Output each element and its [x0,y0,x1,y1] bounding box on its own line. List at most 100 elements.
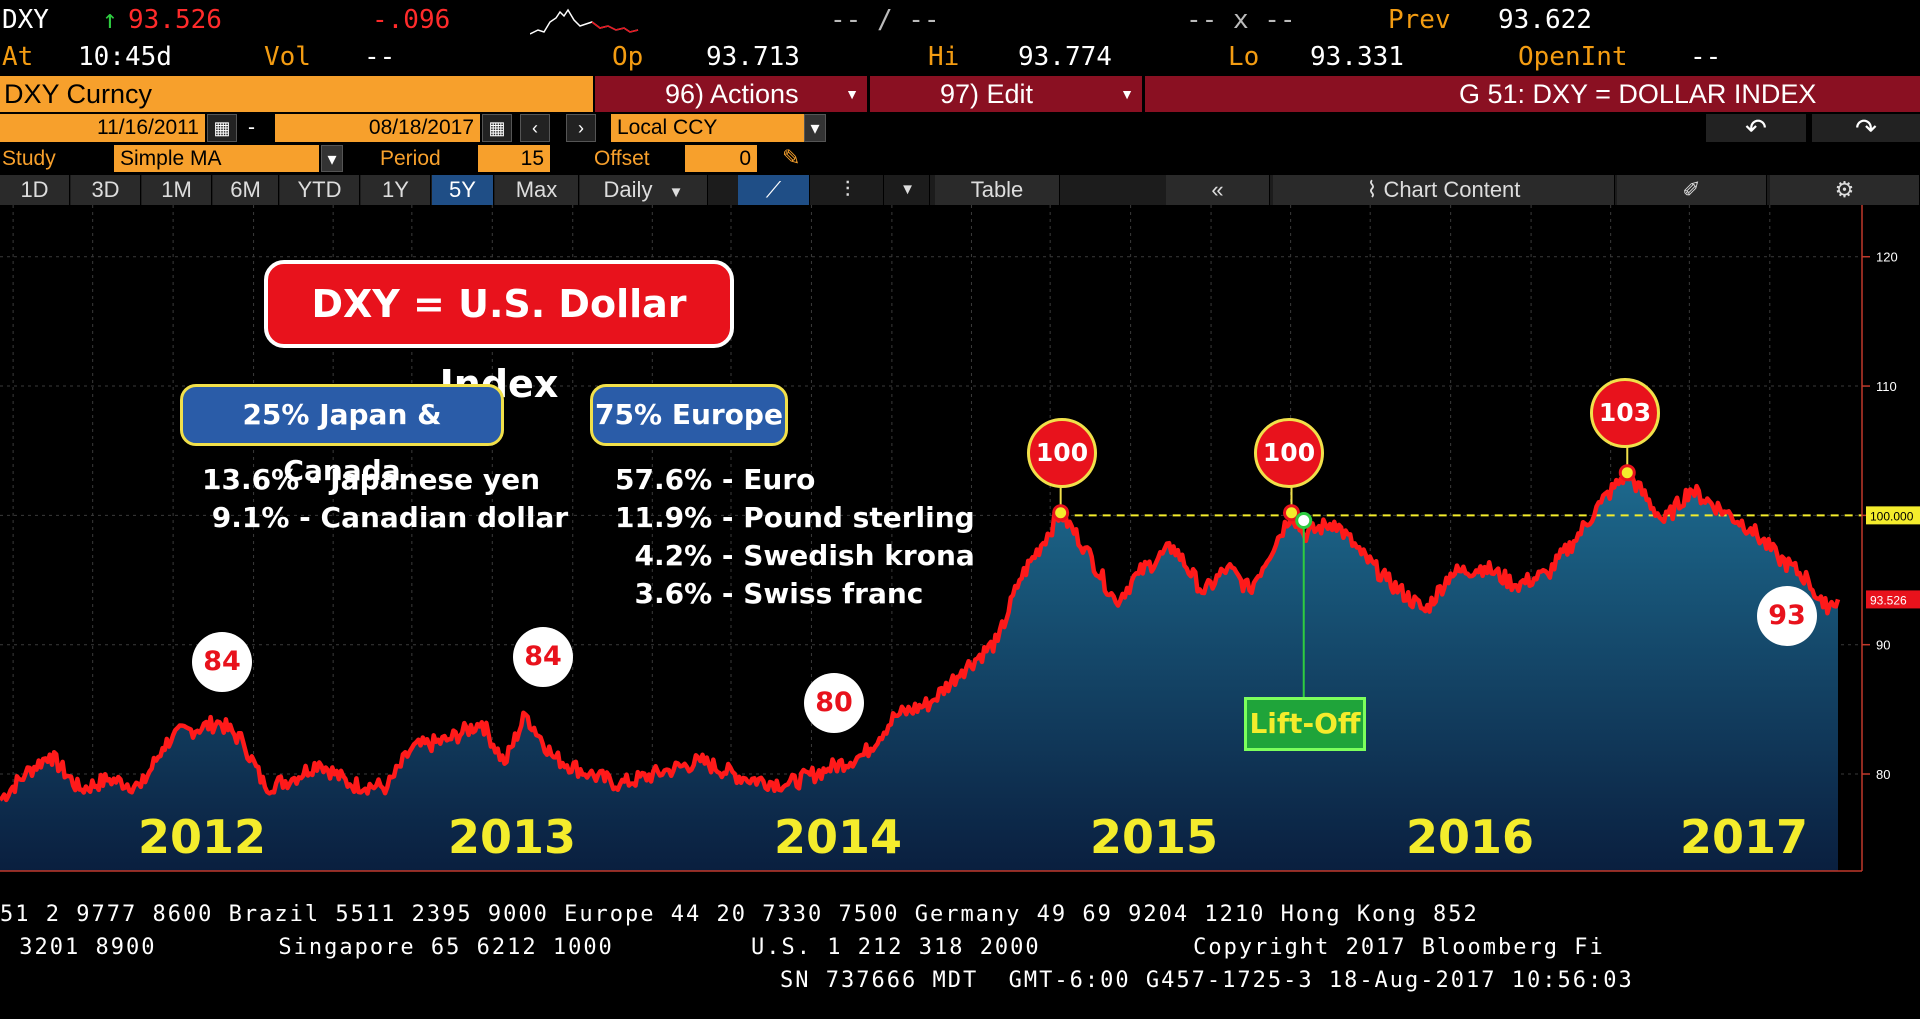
component-gbp: 11.9% - Pound sterling [615,501,975,534]
last-value-flag: 93.526 [1870,593,1907,607]
year-label-2017: 2017 [1680,810,1809,864]
title-bar: DXY Curncy 96) Actions ▼ 97) Edit ▼ G 51… [0,76,1920,112]
y-tick-label: 110 [1876,379,1897,394]
range-5y[interactable]: 5Y [432,175,494,205]
last-value-flag-bg [1866,590,1920,609]
size: -- x -- [1186,5,1296,35]
start-date-input[interactable]: 11/16/2011 [0,114,205,142]
study-label: Study [2,147,56,170]
annotate-icon[interactable]: ✐ [1617,175,1767,205]
range-6m[interactable]: 6M [213,175,279,205]
range-1d[interactable]: 1D [0,175,70,205]
edit-menu[interactable]: 97) Edit ▼ [870,76,1142,112]
chevron-down-icon: ▼ [1120,86,1134,102]
end-date-input[interactable]: 08/18/2017 [275,114,480,142]
callout-84-2012: 84 [192,632,252,692]
range-3d[interactable]: 3D [71,175,141,205]
frequency-select[interactable]: Daily ▼ [580,175,708,205]
chevron-down-icon[interactable]: ▼ [886,175,930,205]
vol-label: Vol [264,42,311,72]
undo-icon[interactable]: ↶ [1706,114,1806,142]
collapse-icon[interactable]: « [1166,175,1270,205]
callout-100-mar2015: 100 [1027,418,1097,488]
line-chart-icon[interactable]: ⟋ [738,175,810,205]
ticker-line-3: SN 737666 MDT GMT-6:00 G457-1725-3 18-Au… [780,968,1634,993]
component-yen: 13.6% - Japanese yen [202,463,541,496]
range-1m[interactable]: 1M [142,175,212,205]
chevron-down-icon[interactable]: ▾ [321,145,343,172]
year-label-2012: 2012 [138,810,267,864]
sparkline [530,8,639,35]
quote-time: 10:45d [78,42,172,72]
redo-icon[interactable]: ↷ [1812,114,1920,142]
chart-toolbar: 1D 3D 1M 6M YTD 1Y 5Y Max Daily ▼ ⟋ ⫶ ▼ … [0,175,1920,205]
chart-content-button[interactable]: ⌇ Chart Content [1273,175,1615,205]
y-tick-label: 90 [1876,638,1890,653]
table-button[interactable]: Table [935,175,1060,205]
prev-label: Prev [1388,5,1451,35]
y-tick-label: 120 [1876,250,1898,265]
peak-marker-mar2015 [1052,504,1070,522]
callout-93-aug2017: 93 [1757,586,1817,646]
currency-select[interactable]: Local CCY [611,114,811,142]
study-select[interactable]: Simple MA [114,145,319,172]
liftoff-label: Lift-Off [1244,697,1366,751]
component-chf: 3.6% - Swiss franc [615,577,924,610]
offset-input[interactable]: 0 [685,145,757,172]
study-row: Study Simple MA ▾ Period 15 Offset 0 ✎ [0,145,1920,172]
group-europe: 75% Europe [590,384,788,446]
callout-80-2014: 80 [804,673,864,733]
period-label: Period [380,147,441,170]
openint-label: OpenInt [1518,42,1628,72]
graph-title: G 51: DXY = DOLLAR INDEX [1145,76,1920,112]
peak-marker-dec2015 [1282,504,1300,522]
edit-label: 97) Edit [940,79,1034,109]
pencil-icon[interactable]: ✎ [782,145,801,170]
calendar-icon[interactable]: ▦ [207,114,237,142]
chevron-down-icon: ▼ [845,86,859,102]
calendar-icon[interactable]: ▦ [482,114,512,142]
study-value: Simple MA [120,147,222,170]
range-1y[interactable]: 1Y [361,175,431,205]
year-label-2013: 2013 [448,810,577,864]
chevron-down-icon: ▼ [668,184,684,201]
actions-label: 96) Actions [665,79,799,109]
actions-menu[interactable]: 96) Actions ▼ [595,76,867,112]
reference-value-flag: 100.000 [1870,509,1914,523]
liftoff-marker [1295,512,1313,530]
security-field[interactable]: DXY Curncy [0,76,593,112]
low-value: 93.331 [1310,42,1404,72]
callout-100-dec2015: 100 [1254,418,1324,488]
graph-title-text: G 51: DXY = DOLLAR INDEX [1459,79,1817,109]
chevron-right-icon[interactable]: › [566,114,596,142]
group-japan-canada: 25% Japan & Canada [180,384,504,487]
reference-value-flag-bg [1866,506,1920,525]
up-arrow-icon: ↑ [102,5,118,35]
callout-84-2013: 84 [513,627,573,687]
open-label: Op [612,42,644,72]
year-label-2014: 2014 [774,810,903,864]
period-input[interactable]: 15 [478,145,550,172]
area-fill [0,469,1838,871]
year-label-2015: 2015 [1090,810,1219,864]
ticker-line-1: 51 2 9777 8600 Brazil 5511 2395 9000 Eur… [0,902,1479,927]
price-line [0,467,1841,803]
chevron-down-icon[interactable]: ▾ [804,114,826,142]
range-max[interactable]: Max [495,175,579,205]
ticker-symbol: DXY [2,5,49,35]
ticker-line-2: 3201 8900 Singapore 65 6212 1000 U.S. 1 … [4,935,1605,960]
chevron-left-icon[interactable]: ‹ [520,114,550,142]
bid-ask: -- / -- [830,5,940,35]
gear-icon[interactable]: ⚙ [1770,175,1920,205]
bar-style-icon[interactable]: ⫶ [812,175,884,205]
range-ytd[interactable]: YTD [280,175,360,205]
peak-marker-dec2016 [1618,464,1636,482]
y-tick-label: 80 [1876,767,1890,782]
component-euro: 57.6% - Euro [615,463,816,496]
openint-value: -- [1690,42,1722,72]
last-price: 93.526 [128,5,222,35]
component-sek: 4.2% - Swedish krona [615,539,975,572]
offset-label: Offset [594,147,650,170]
callout-103-dec2016: 103 [1590,378,1660,448]
